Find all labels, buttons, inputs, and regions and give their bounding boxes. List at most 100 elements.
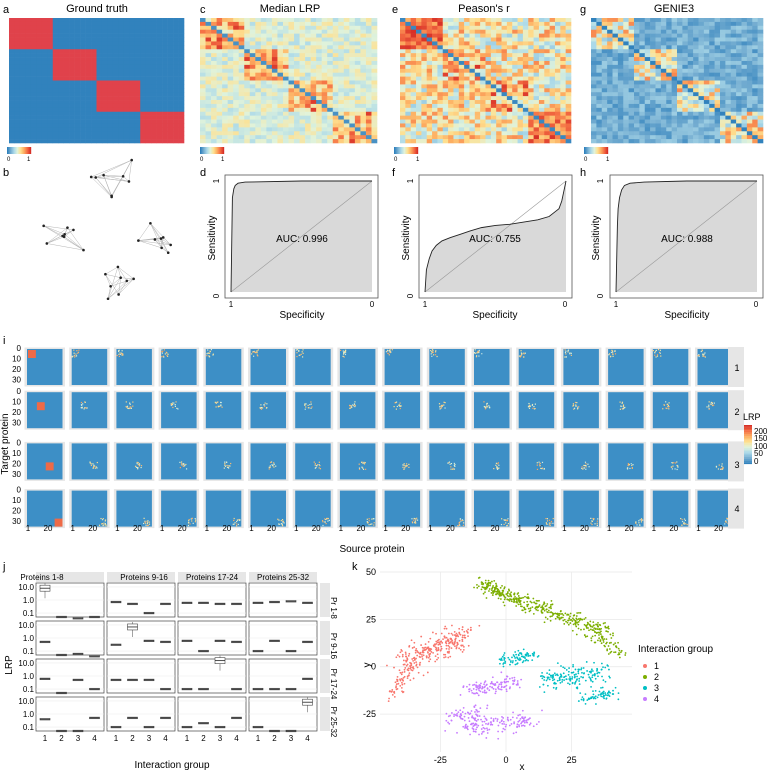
- median-lrp-cell: [354, 80, 361, 85]
- genie3-cell: [720, 84, 726, 89]
- pearson-cell: [560, 37, 566, 42]
- ground-truth-cell: [118, 92, 125, 97]
- grid-speckle: [576, 402, 578, 404]
- pearson-cell: [490, 45, 497, 50]
- pearson-cell: [410, 135, 417, 140]
- genie3-cell: [617, 96, 624, 101]
- genie3-cell: [628, 57, 635, 62]
- grid-speckle: [399, 407, 401, 410]
- ground-truth-cell: [69, 131, 75, 136]
- median-lrp-cell: [316, 72, 322, 77]
- ground-truth-cell: [9, 119, 15, 124]
- ground-truth-cell: [156, 45, 163, 50]
- median-lrp-cell: [310, 68, 317, 73]
- median-lrp-cell: [249, 29, 256, 34]
- grid-speckle: [444, 402, 446, 404]
- genie3-cell: [601, 92, 608, 97]
- genie3-cell: [677, 131, 683, 136]
- genie3-cell: [666, 18, 672, 23]
- median-lrp-cell: [288, 88, 295, 93]
- ground-truth-cell: [178, 127, 185, 132]
- pearson-cell: [560, 84, 566, 89]
- pearson-cell: [544, 100, 550, 105]
- grid-panel: [563, 392, 599, 429]
- network-node: [166, 251, 170, 254]
- median-lrp-cell: [277, 49, 284, 54]
- median-lrp-cell: [249, 100, 256, 105]
- pearson-cell: [485, 88, 492, 93]
- genie3-cell: [639, 37, 646, 42]
- pearson-cell: [469, 53, 476, 58]
- ground-truth-cell: [80, 107, 86, 113]
- ground-truth-cell: [167, 88, 174, 93]
- ground-truth-cell: [167, 37, 174, 42]
- ground-truth-cell: [14, 53, 21, 58]
- median-lrp-cell: [227, 29, 234, 34]
- pearson-cell: [544, 76, 550, 81]
- genie3-cell: [693, 37, 699, 42]
- genie3-cell: [671, 57, 678, 62]
- genie3-cell: [650, 111, 656, 116]
- median-lrp-cell: [288, 57, 295, 62]
- grid-speckle: [208, 355, 210, 357]
- ground-truth-cell: [118, 64, 125, 70]
- grid-speckle: [129, 406, 131, 408]
- pearson-cell: [565, 72, 572, 77]
- grid-speckle: [350, 405, 352, 407]
- ground-truth-cell: [47, 80, 54, 85]
- median-lrp-cell: [305, 135, 311, 140]
- ground-truth-cell: [14, 57, 21, 62]
- median-lrp-cell: [338, 92, 345, 97]
- genie3-cell: [730, 57, 737, 62]
- grid-speckle: [711, 403, 713, 405]
- grid-speckle: [318, 464, 320, 466]
- median-lrp-cell: [371, 37, 378, 42]
- pearson-cell: [549, 49, 556, 54]
- pearson-cell: [469, 29, 476, 34]
- median-lrp-cell: [371, 41, 378, 46]
- median-lrp-cell: [249, 76, 256, 81]
- colorbar-step: [598, 147, 600, 154]
- ground-truth-cell: [112, 53, 119, 58]
- genie3-cell: [634, 115, 640, 120]
- pearson-cell: [405, 64, 411, 70]
- grid-speckle: [300, 353, 302, 355]
- genie3-cell: [666, 127, 672, 132]
- ground-truth-cell: [167, 41, 174, 46]
- grid-speckle: [712, 404, 714, 407]
- ground-truth-cell: [178, 33, 185, 38]
- genie3-cell: [725, 96, 732, 101]
- ground-truth-cell: [85, 64, 92, 70]
- genie3-cell: [591, 25, 597, 31]
- grid-speckle: [118, 349, 120, 351]
- pearson-cell: [442, 68, 449, 73]
- grid-speckle: [399, 405, 401, 407]
- pearson-cell: [432, 115, 438, 120]
- median-lrp-cell: [321, 103, 328, 109]
- genie3-cell: [709, 21, 715, 27]
- pearson-cell: [474, 68, 481, 73]
- pearson-cell: [506, 139, 513, 144]
- pearson-cell: [517, 100, 524, 105]
- genie3-cell: [655, 76, 662, 81]
- genie3-cell: [736, 139, 742, 144]
- network-edge: [103, 174, 124, 177]
- ground-truth-cell: [162, 29, 168, 34]
- ground-truth-cell: [151, 135, 157, 140]
- grid-speckle: [668, 405, 670, 408]
- ground-truth-cell: [30, 68, 37, 73]
- pearson-cell: [554, 37, 561, 42]
- pearson-cell: [506, 53, 513, 58]
- pearson-cell: [469, 92, 476, 97]
- genie3-cell: [671, 80, 678, 85]
- pearson-cell: [560, 135, 566, 140]
- pearson-cell: [400, 76, 406, 81]
- roc-diagonal: [424, 180, 567, 293]
- genie3-cell: [714, 18, 721, 23]
- grid-speckle: [703, 355, 705, 357]
- genie3-cell: [628, 88, 635, 93]
- pearson-cell: [560, 68, 566, 73]
- grid-speckle: [273, 462, 275, 464]
- median-lrp-cell: [294, 45, 300, 50]
- pearson-cell: [544, 115, 550, 120]
